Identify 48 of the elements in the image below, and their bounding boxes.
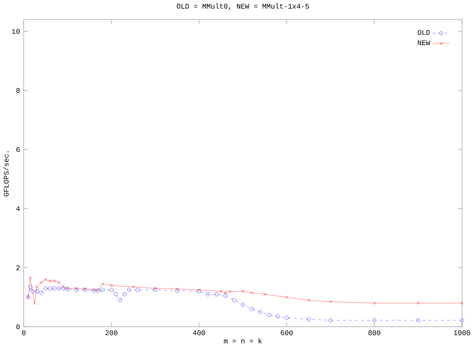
point [284,316,289,320]
point [33,302,36,305]
point [416,318,420,322]
point [28,276,32,280]
point [34,289,39,294]
point [101,282,104,286]
point [258,310,262,314]
point [35,286,38,289]
point [240,302,245,307]
point [416,302,420,305]
point [30,289,35,294]
point [372,302,376,305]
point [56,286,61,291]
point [39,290,44,295]
point [28,284,32,290]
point [109,288,114,292]
point [100,288,105,292]
point [48,286,52,291]
point [118,298,122,302]
point [329,300,332,304]
point [136,288,140,292]
point [114,292,118,296]
point [197,289,202,294]
point [52,286,56,291]
point [74,288,78,292]
point [285,296,288,299]
point [328,318,333,322]
point [223,294,228,298]
point [44,286,48,291]
point [306,317,311,322]
point [250,291,254,294]
point [132,286,135,289]
point [122,292,127,296]
point [126,288,131,292]
point [276,314,280,319]
point [267,313,272,318]
point [263,292,266,296]
point [110,284,113,288]
point [214,292,219,296]
point [250,307,254,312]
point [241,290,244,293]
point [40,281,43,284]
point [372,318,376,322]
point [232,298,236,302]
point [307,298,310,302]
point [460,318,464,322]
point [206,292,210,296]
point [153,288,158,292]
